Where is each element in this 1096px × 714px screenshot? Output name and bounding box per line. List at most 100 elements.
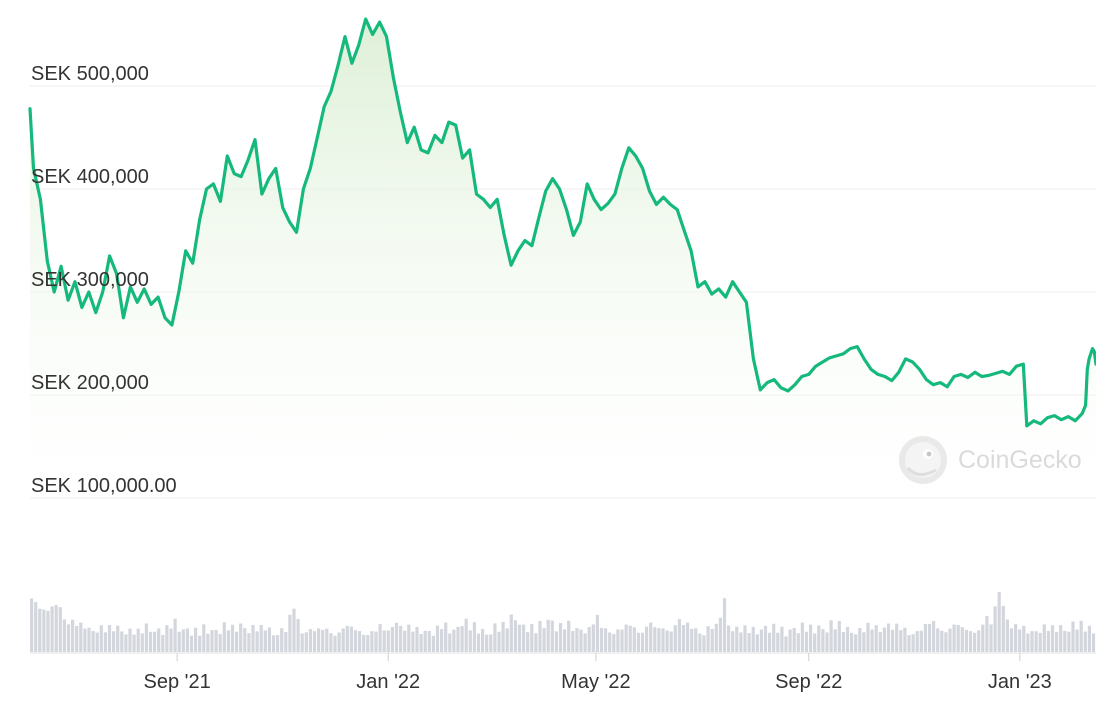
volume-bar [189,635,194,652]
volume-bar [866,622,870,652]
volume-bar [394,622,399,652]
volume-bar [107,624,112,652]
volume-bar [177,631,181,652]
volume-bar [259,624,263,652]
volume-bar [349,626,353,652]
volume-bar [530,624,534,652]
volume-bar [1026,633,1030,652]
volume-bar [120,631,124,652]
volume-bar [538,620,542,652]
volume-bar [936,628,940,652]
volume-bar [981,624,985,652]
volume-bar [649,622,653,652]
volume-bar [226,630,230,652]
volume-bar [210,630,214,652]
volume-bar [366,635,370,652]
volume-bar [952,624,956,652]
volume-bar [472,622,476,652]
volume-bar [30,598,34,652]
volume-bar [198,635,202,652]
y-tick-label: SEK 400,000 [31,166,149,188]
volume-bar [956,624,960,652]
volume-bar [280,628,284,652]
volume-bar [968,631,973,652]
volume-bar [136,628,140,652]
volume-bar [595,614,599,652]
volume-bar [575,628,579,652]
volume-bar [567,620,571,652]
y-tick-label: SEK 100,000.00 [31,475,177,497]
volume-bar [444,622,448,652]
volume-bar [358,631,362,652]
volume-bar [546,619,550,652]
volume-bar [895,623,899,652]
volume-bar [1009,628,1014,652]
volume-bar [341,628,345,652]
volume-bar [1046,630,1050,652]
volume-bar [993,606,997,652]
volume-bar [1038,632,1042,652]
volume-bar [731,631,735,652]
volume-bar [456,626,460,652]
volume-bar [132,634,136,652]
volume-bar [923,623,927,652]
volume-bar [944,632,948,652]
volume-bar [62,619,66,652]
y-tick-label: SEK 300,000 [31,269,149,291]
volume-bar [624,624,628,652]
volume-bar [747,632,751,652]
volume-bar [46,610,50,652]
volume-bar [128,628,132,652]
volume-bar [87,627,91,652]
volume-bar [284,632,288,652]
volume-bar [702,635,706,652]
volume-bar [235,631,239,652]
volume-bar [144,623,148,652]
volume-bar [1042,624,1046,652]
volume-bar [542,628,546,652]
volume-bar [230,624,235,652]
volume-bar [321,629,325,652]
volume-bar [317,628,321,652]
volume-bar [1005,619,1009,652]
volume-bar [214,629,218,652]
x-tick-label: Jan '22 [356,671,420,693]
volume-bar [907,635,911,652]
volume-bar [427,631,431,652]
volume-bar [124,634,128,652]
volume-bar [661,628,665,652]
volume-bar [755,634,759,652]
volume-bar [829,620,833,652]
volume-bar [386,630,390,652]
volume-bar [558,623,563,652]
volume-bar [878,632,882,652]
volume-bar [640,632,645,652]
watermark-text: CoinGecko [958,446,1082,474]
volume-bar [185,628,189,652]
volume-bar [788,629,792,652]
volume-bar [112,631,116,652]
volume-bar [821,629,825,652]
volume-bar [222,622,226,652]
volume-bar [42,609,46,652]
volume-bar [1055,631,1059,652]
volume-bar [153,631,157,652]
volume-bar [1001,605,1005,652]
volume-bar [591,624,595,652]
volume-bar [837,620,841,652]
volume-bar [296,618,300,652]
volume-bar [206,633,210,652]
price-line[interactable] [28,17,1096,428]
volume-bar [194,627,198,652]
volume-bar [382,630,386,652]
volume-bar [899,630,903,652]
volume-bar [657,628,661,652]
volume-bar [669,631,673,652]
volume-bar [636,632,640,652]
volume-bar [776,632,780,652]
volume-bar [1030,631,1034,652]
volume-bar [1034,631,1038,652]
volume-bar [79,622,83,652]
volume-bar [690,628,694,652]
volume-bar [1067,631,1071,652]
